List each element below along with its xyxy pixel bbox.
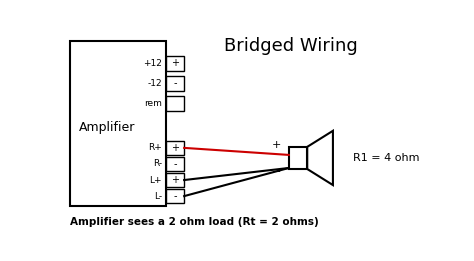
Text: -12: -12 — [147, 79, 162, 88]
Bar — [166, 56, 184, 71]
Text: -: - — [173, 191, 177, 201]
Bar — [166, 189, 184, 203]
Text: Amplifier: Amplifier — [79, 121, 135, 134]
Bar — [70, 41, 166, 206]
Text: L-: L- — [154, 192, 162, 201]
Text: +: + — [171, 175, 179, 185]
Text: Bridged Wiring: Bridged Wiring — [224, 37, 357, 55]
Text: +: + — [272, 140, 282, 150]
Text: L+: L+ — [150, 176, 162, 185]
Bar — [166, 157, 184, 171]
Bar — [166, 141, 184, 155]
Text: R-: R- — [153, 159, 162, 168]
Text: -: - — [173, 159, 177, 169]
Bar — [166, 76, 184, 91]
Polygon shape — [307, 131, 333, 185]
Text: R1 = 4 ohm: R1 = 4 ohm — [353, 153, 419, 163]
Text: rem: rem — [144, 99, 162, 108]
Text: +: + — [171, 58, 179, 68]
Text: +12: +12 — [143, 59, 162, 68]
Bar — [166, 96, 184, 111]
Text: −: − — [272, 167, 282, 177]
Text: Amplifier sees a 2 ohm load (Rt = 2 ohms): Amplifier sees a 2 ohm load (Rt = 2 ohms… — [70, 217, 319, 227]
Text: R+: R+ — [148, 143, 162, 152]
Bar — [166, 173, 184, 187]
Text: -: - — [173, 79, 177, 88]
Text: +: + — [171, 143, 179, 153]
Bar — [289, 147, 307, 169]
